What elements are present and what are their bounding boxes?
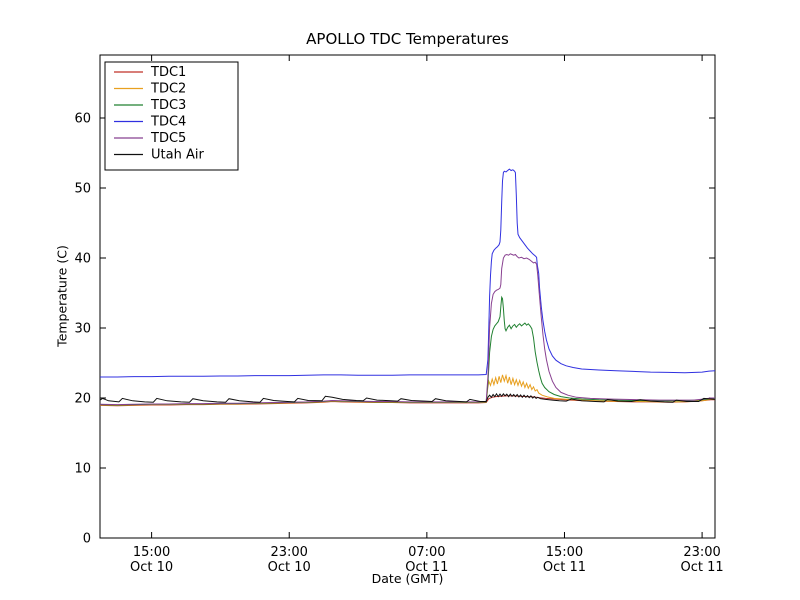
x-tick-label-date: Oct 10 xyxy=(268,560,311,575)
legend-label: TDC1 xyxy=(150,65,186,80)
x-tick-label-time: 15:00 xyxy=(133,545,170,560)
y-tick-label: 20 xyxy=(74,392,91,407)
legend-label: TDC5 xyxy=(150,131,186,146)
y-tick-label: 40 xyxy=(74,252,91,267)
axes-frame xyxy=(99,54,716,539)
series-line-tdc4 xyxy=(100,168,716,378)
x-tick-label-date: Oct 11 xyxy=(681,560,724,575)
legend-label: TDC4 xyxy=(150,115,186,130)
x-tick-label-time: 07:00 xyxy=(408,545,445,560)
x-tick-label-date: Oct 11 xyxy=(405,560,448,575)
y-tick-label: 30 xyxy=(74,322,91,337)
y-tick-label: 0 xyxy=(83,532,91,547)
x-axis-label: Date (GMT) xyxy=(371,571,444,586)
y-tick-label: 10 xyxy=(74,462,91,477)
x-tick-label-time: 23:00 xyxy=(270,545,307,560)
x-tick-label-time: 15:00 xyxy=(546,545,583,560)
legend-label: Utah Air xyxy=(151,148,204,163)
series-line-tdc3 xyxy=(99,295,715,406)
y-axis-label: Temperature (C) xyxy=(54,245,70,347)
legend-box xyxy=(104,61,239,171)
y-tick-label: 60 xyxy=(74,112,91,127)
x-tick-label-date: Oct 10 xyxy=(130,560,173,575)
series-line-utah-air xyxy=(99,392,716,403)
y-tick-label: 50 xyxy=(74,182,91,197)
chart-title: APOLLO TDC Temperatures xyxy=(306,30,509,48)
legend-label: TDC2 xyxy=(150,82,186,97)
x-tick-label-date: Oct 11 xyxy=(543,560,586,575)
legend-label: TDC3 xyxy=(150,98,186,113)
series-line-tdc5 xyxy=(99,253,715,406)
x-tick-label-time: 23:00 xyxy=(683,545,720,560)
